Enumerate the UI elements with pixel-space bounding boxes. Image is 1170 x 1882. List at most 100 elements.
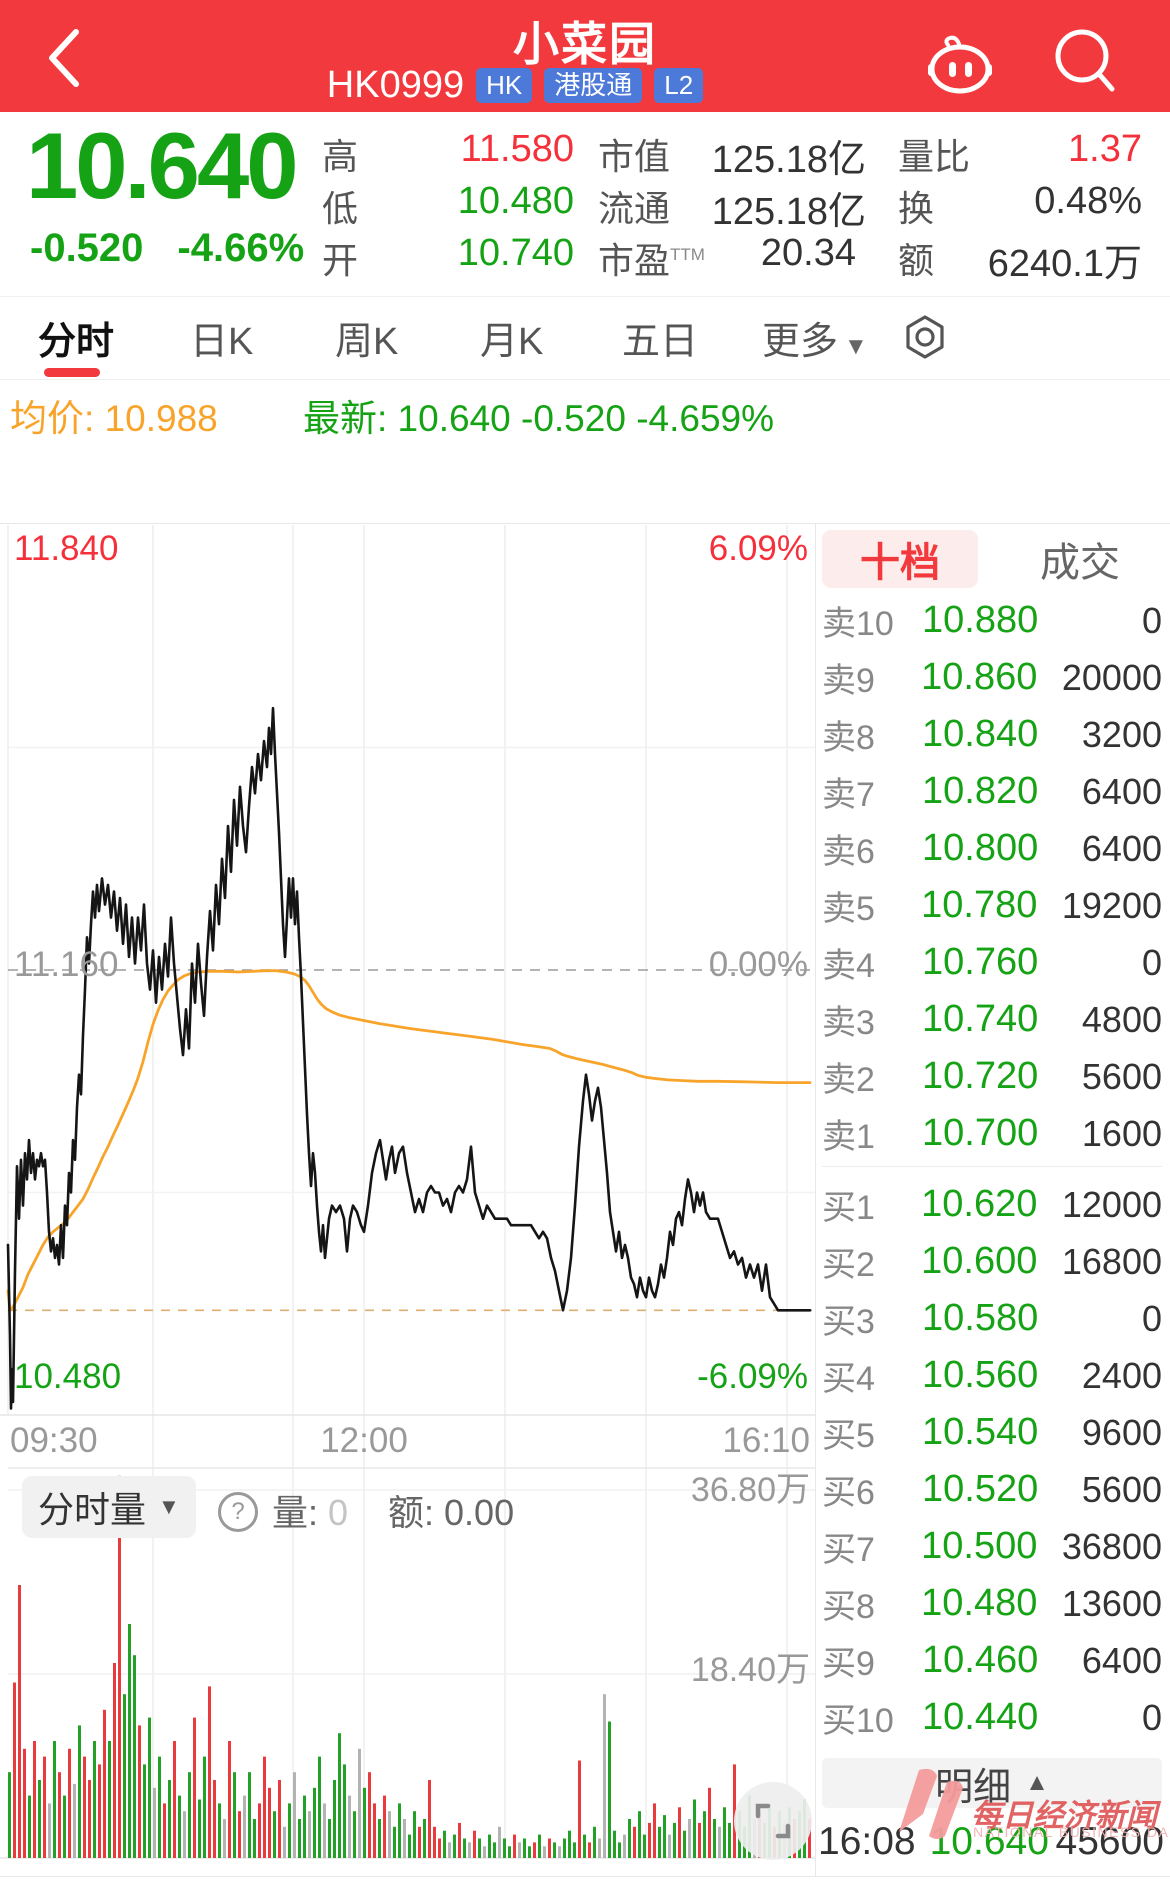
vol-grid-label-1: 36.80万 [690,1471,810,1509]
chart-max-price-label: 11.840 [14,529,119,568]
panel-divider [815,523,816,1876]
level-volume: 6400 [1081,1639,1162,1681]
level-label: 买2 [822,1246,875,1284]
order-book-row[interactable]: 买1 10.620 12000 [822,1176,1162,1233]
current-price: 10.640 [26,113,299,218]
tab-monthly-k[interactable]: 月K [480,321,544,363]
level-volume: 12000 [1061,1183,1162,1225]
level-volume: 5600 [1081,1468,1162,1510]
latest-price-legend: 最新: 10.640 -0.520 -4.659% [303,398,775,439]
avg-price-legend: 均价: 10.988 [10,398,218,439]
level-label: 卖4 [822,947,875,985]
level-price: 10.560 [922,1354,1039,1396]
tab-minute[interactable]: 分时 [38,321,115,363]
level-volume: 0 [1141,599,1162,641]
market-badge: HK [476,67,533,104]
stat-turnover-rate: 换 0.48% [898,180,1142,229]
level-label: 买10 [822,1702,894,1740]
level-price: 10.460 [922,1639,1039,1681]
level-label: 买7 [822,1531,875,1569]
order-book-row[interactable]: 卖8 10.840 3200 [822,706,1162,763]
level2-badge: L2 [654,67,704,104]
order-book-row[interactable]: 买7 10.500 36800 [822,1518,1162,1575]
level-price: 10.800 [922,827,1039,869]
order-book-row[interactable]: 买3 10.580 0 [822,1290,1162,1347]
tab-weekly-k[interactable]: 周K [335,321,399,363]
level-volume: 19200 [1061,884,1162,926]
order-book-row[interactable]: 买9 10.460 6400 [822,1632,1162,1689]
last-trade-volume: 45600 [1055,1820,1164,1863]
level-label: 买4 [822,1360,875,1398]
level-label: 买5 [822,1417,875,1455]
chart-settings-button[interactable] [902,314,948,370]
level-price: 10.780 [921,884,1038,926]
stat-volume-ratio: 量比 1.37 [898,128,1142,177]
trade-detail-button[interactable]: 明细 ▲ [822,1758,1162,1809]
tab-trades[interactable]: 成交 [1040,541,1120,585]
price-change-row: -0.520 -4.66% [30,226,338,271]
level-label: 卖7 [822,776,875,814]
level-price: 10.880 [922,599,1039,641]
stat-high: 高 11.580 [322,128,574,177]
x-label-noon: 12:00 [320,1421,408,1460]
level-volume: 20000 [1061,656,1162,698]
level-label: 买8 [822,1588,875,1626]
order-book-row[interactable]: 买5 10.540 9600 [822,1404,1162,1461]
level-volume: 16800 [1061,1240,1162,1282]
chart-zero-pct-label: 0.00% [708,945,808,984]
tab-more[interactable]: 更多 ▼ [762,321,868,363]
level-price: 10.500 [921,1525,1038,1567]
order-book-row[interactable]: 买6 10.520 5600 [822,1461,1162,1518]
level-price: 10.520 [922,1468,1039,1510]
order-book-row[interactable]: 买4 10.560 2400 [822,1347,1162,1404]
fullscreen-button[interactable] [734,1782,812,1860]
order-book-row[interactable]: 卖1 10.700 1600 [822,1105,1162,1162]
order-book-row[interactable]: 卖3 10.740 4800 [822,991,1162,1048]
x-label-open: 09:30 [10,1421,98,1460]
chart-prevclose-label: 11.160 [14,945,119,984]
ai-assistant-button[interactable] [920,22,1000,102]
crosshair-volume: 量: 0 [272,1492,349,1533]
order-book-row[interactable]: 卖10 10.880 0 [822,592,1162,649]
level-label: 买1 [822,1189,875,1227]
order-book-row[interactable]: 买8 10.480 13600 [822,1575,1162,1632]
level-volume: 13600 [1061,1582,1162,1624]
tab-five-day[interactable]: 五日 [622,321,699,363]
search-icon [1055,29,1115,92]
order-book-row[interactable]: 卖6 10.800 6400 [822,820,1162,877]
minute-chart[interactable] [0,517,815,1862]
order-book-row[interactable]: 卖2 10.720 5600 [822,1048,1162,1105]
chevron-down-icon: ▼ [844,333,868,360]
order-book-row[interactable]: 卖4 10.760 0 [822,934,1162,991]
crosshair-amount: 额: 0.00 [388,1492,515,1533]
level-price: 10.740 [922,998,1039,1040]
last-trade-price: 10.640 [929,1820,1049,1863]
order-book-row[interactable]: 卖9 10.860 20000 [822,649,1162,706]
connect-badge: 港股通 [544,67,643,104]
level-label: 卖8 [822,719,875,757]
header-bar: 小菜园 HK0999 HK 港股通 L2 [0,0,1170,112]
volume-type-selector[interactable]: 分时量 ▼ [22,1476,196,1538]
x-label-close: 16:10 [722,1421,810,1460]
order-book-row[interactable]: 买2 10.600 16800 [822,1233,1162,1290]
back-button[interactable] [30,18,100,98]
chart-min-pct-label: -6.09% [697,1357,808,1396]
stat-float-cap: 流通 125.18亿 [598,188,866,233]
level-label: 卖6 [822,833,875,871]
level-volume: 6400 [1081,827,1162,869]
tab-daily-k[interactable]: 日K [190,321,254,363]
last-trade-row: 16:08 10.640 45600 [818,1820,1164,1864]
level-label: 卖10 [822,605,894,643]
help-icon[interactable]: ? [218,1492,258,1532]
level-volume: 2400 [1081,1354,1162,1396]
order-book-row[interactable]: 卖7 10.820 6400 [822,763,1162,820]
level-volume: 9600 [1081,1411,1162,1453]
level-price: 10.600 [921,1240,1038,1282]
tab-depth-10[interactable]: 十档 [822,530,978,588]
search-button[interactable] [1046,22,1126,102]
last-trade-time: 16:08 [818,1820,916,1863]
level-label: 卖3 [822,1004,875,1042]
order-book-row[interactable]: 买10 10.440 0 [822,1689,1162,1746]
order-book-row[interactable]: 卖5 10.780 19200 [822,877,1162,934]
level-volume: 3200 [1081,713,1162,755]
